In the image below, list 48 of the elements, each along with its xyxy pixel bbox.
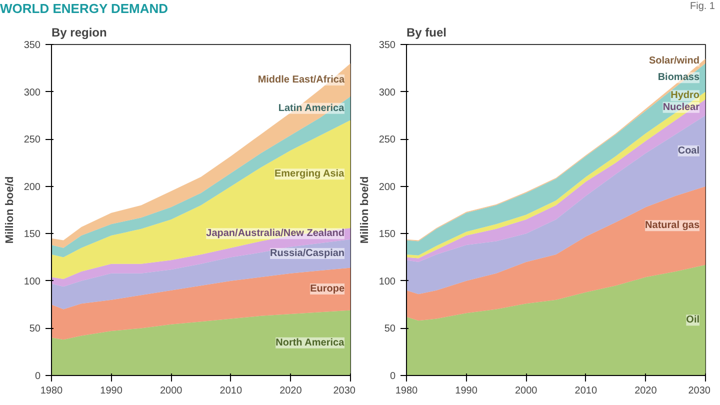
y-tick-label: 250 [24, 134, 41, 146]
x-tick-label: 1980 [395, 386, 418, 396]
series-label: Coal [678, 145, 700, 156]
y-tick-label: 100 [378, 276, 396, 288]
series-label: Nuclear [662, 102, 700, 113]
y-tick-label: 0 [390, 371, 396, 382]
y-tick-label: 350 [24, 40, 41, 51]
x-tick-label: 1990 [100, 386, 123, 396]
y-tick-label: 100 [24, 276, 41, 288]
y-tick-label: 200 [378, 182, 396, 193]
x-tick-label: 2000 [160, 386, 183, 396]
text: WORLD ENERGY DEMAND [0, 0, 168, 18]
series-label: Latin America [278, 102, 345, 114]
series-label: Oil [686, 314, 700, 326]
chart-title: By region [52, 26, 107, 40]
x-tick-label: 2010 [574, 386, 598, 396]
y-tick-label: 150 [378, 229, 396, 240]
series-label: Natural gas [645, 220, 700, 232]
series-label: Hydro [670, 90, 700, 102]
x-tick-label: 1980 [40, 386, 64, 396]
x-tick-label: 1990 [455, 386, 478, 396]
y-tick-label: 50 [384, 324, 396, 335]
x-tick-label: 2030 [688, 386, 711, 396]
x-tick-label: 2020 [280, 386, 302, 396]
x-tick-label: 2020 [634, 386, 658, 396]
series-label: Biomass [658, 72, 700, 84]
series-label: Middle East/Africa [258, 74, 345, 86]
y-tick-label: 50 [29, 324, 41, 335]
y-axis-title: Million boe/d [4, 176, 16, 244]
y-axis-title: Million boe/d [358, 176, 371, 244]
y-tick-label: 200 [24, 182, 41, 193]
y-tick-label: 300 [24, 87, 41, 98]
series-label: Russia/Caspian [270, 248, 345, 260]
series-label: Emerging Asia [274, 168, 345, 180]
y-tick-label: 0 [34, 371, 41, 382]
series-label: Japan/Australia/New Zealand [206, 228, 345, 240]
y-tick-label: 150 [24, 229, 41, 240]
caption: Fig. 1 [690, 0, 715, 14]
series-label: Europe [310, 283, 345, 294]
y-tick-label: 300 [378, 87, 396, 98]
x-tick-label: 2030 [333, 386, 356, 396]
y-tick-label: 350 [378, 40, 396, 51]
series-label: Solar/wind [648, 56, 700, 67]
series-label: North America [276, 337, 345, 348]
chart-title: By fuel [406, 26, 447, 40]
y-tick-label: 250 [378, 134, 396, 146]
x-tick-label: 2010 [220, 386, 242, 396]
x-tick-label: 2000 [514, 386, 538, 396]
